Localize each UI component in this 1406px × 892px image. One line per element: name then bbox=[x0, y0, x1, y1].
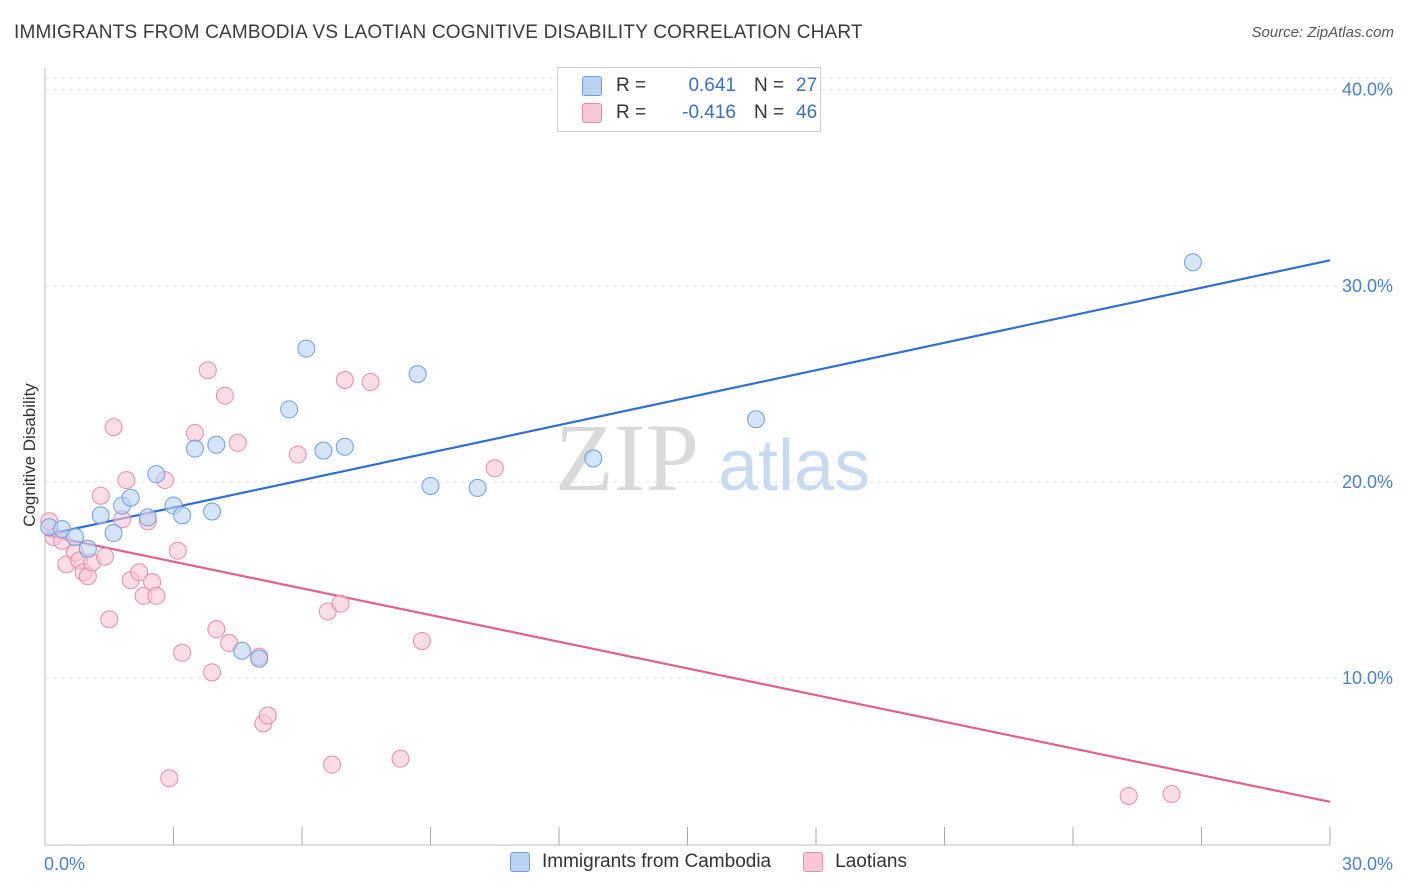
data-point-blue bbox=[138, 508, 157, 527]
data-point-pink bbox=[322, 755, 341, 774]
trend-line-blue bbox=[44, 259, 1331, 537]
axes bbox=[44, 68, 1331, 846]
data-point-blue bbox=[104, 524, 123, 543]
x-tick-label: 0.0% bbox=[44, 854, 85, 874]
data-point-blue bbox=[173, 506, 192, 525]
y-tick-label: 30.0% bbox=[1342, 276, 1393, 296]
legend-swatch-blue bbox=[582, 76, 602, 96]
y-tick-label: 10.0% bbox=[1342, 668, 1393, 688]
watermark-atlas: atlas bbox=[718, 426, 870, 506]
chart-source: Source: ZipAtlas.com bbox=[1251, 24, 1394, 41]
correlation-legend: R = 0.641 N = 27 R = -0.416 N = 46 bbox=[557, 67, 821, 132]
data-point-blue bbox=[78, 539, 97, 558]
y-tick-label: 40.0% bbox=[1342, 80, 1393, 100]
legend-n-value: 27 bbox=[796, 75, 818, 96]
legend-label-laotians: Laotians bbox=[835, 851, 907, 872]
data-point-pink bbox=[331, 594, 350, 613]
data-point-blue bbox=[250, 649, 269, 668]
data-points bbox=[40, 253, 1202, 805]
data-point-pink bbox=[335, 371, 354, 389]
data-point-pink bbox=[185, 423, 204, 442]
data-point-pink bbox=[228, 433, 247, 452]
data-point-pink bbox=[258, 706, 277, 725]
data-point-blue bbox=[233, 641, 252, 660]
legend-swatch-pink bbox=[803, 852, 824, 872]
trend-line-pink bbox=[44, 533, 1331, 803]
data-point-pink bbox=[485, 459, 504, 478]
legend-r-label: R = bbox=[616, 75, 647, 96]
legend-label-cambodia: Immigrants from Cambodia bbox=[542, 851, 772, 872]
data-point-pink bbox=[130, 563, 149, 582]
legend-item-cambodia: Immigrants from Cambodia bbox=[510, 851, 771, 873]
series-legend: Immigrants from Cambodia Laotians bbox=[510, 851, 939, 873]
data-point-blue bbox=[584, 449, 603, 468]
data-point-blue bbox=[207, 435, 226, 454]
legend-row-laotians: R = -0.416 N = 46 bbox=[582, 100, 817, 126]
legend-item-laotians: Laotians bbox=[803, 851, 907, 873]
data-point-pink bbox=[168, 541, 187, 560]
data-point-blue bbox=[65, 527, 84, 546]
data-point-blue bbox=[121, 488, 140, 507]
y-tick-label: 20.0% bbox=[1342, 472, 1393, 492]
data-point-pink bbox=[147, 586, 166, 605]
data-point-pink bbox=[95, 547, 114, 566]
data-point-blue bbox=[468, 478, 487, 497]
data-point-pink bbox=[100, 610, 119, 629]
data-point-pink bbox=[104, 418, 123, 437]
data-point-blue bbox=[280, 400, 299, 419]
data-point-pink bbox=[173, 643, 192, 662]
legend-n-value: 46 bbox=[796, 102, 818, 123]
data-point-pink bbox=[207, 620, 226, 639]
y-axis-label: Cognitive Disability bbox=[20, 383, 39, 527]
legend-r-label: R = bbox=[616, 102, 647, 123]
legend-r-value: -0.416 bbox=[682, 102, 736, 123]
data-point-pink bbox=[361, 372, 380, 391]
data-point-pink bbox=[160, 769, 179, 788]
data-point-pink bbox=[1119, 786, 1138, 805]
data-point-pink bbox=[391, 749, 410, 768]
data-point-blue bbox=[335, 437, 354, 456]
data-point-blue bbox=[747, 410, 766, 429]
data-point-blue bbox=[147, 465, 166, 484]
legend-r-value: 0.641 bbox=[688, 75, 736, 96]
data-point-blue bbox=[421, 476, 440, 495]
legend-swatch-blue bbox=[510, 852, 530, 872]
data-point-pink bbox=[117, 471, 136, 490]
watermark-zip: ZIP bbox=[555, 404, 699, 511]
x-tick-label: 30.0% bbox=[1342, 854, 1393, 874]
legend-row-cambodia: R = 0.641 N = 27 bbox=[582, 73, 817, 99]
data-point-pink bbox=[288, 445, 307, 464]
data-point-blue bbox=[91, 506, 110, 525]
watermark: ZIP atlas bbox=[555, 404, 870, 511]
data-point-pink bbox=[412, 631, 431, 650]
x-tick-labels: 0.0% 30.0% bbox=[44, 854, 1393, 874]
legend-n-label: N = bbox=[754, 102, 785, 123]
grid-lines bbox=[45, 77, 1392, 679]
trend-lines bbox=[44, 259, 1331, 803]
y-tick-labels: 10.0% 20.0% 30.0% 40.0% bbox=[1342, 80, 1393, 689]
data-point-pink bbox=[215, 386, 234, 405]
legend-swatch-pink bbox=[582, 103, 602, 123]
legend-n-label: N = bbox=[754, 75, 785, 96]
data-point-pink bbox=[1162, 784, 1181, 803]
data-point-blue bbox=[314, 441, 333, 460]
data-point-pink bbox=[203, 663, 222, 682]
data-point-blue bbox=[408, 365, 427, 384]
data-point-pink bbox=[91, 486, 110, 505]
data-point-pink bbox=[198, 361, 217, 380]
data-point-blue bbox=[203, 502, 222, 521]
data-point-blue bbox=[297, 339, 316, 358]
data-point-blue bbox=[1183, 253, 1202, 272]
chart-title: IMMIGRANTS FROM CAMBODIA VS LAOTIAN COGN… bbox=[14, 22, 863, 43]
data-point-blue bbox=[185, 439, 204, 458]
